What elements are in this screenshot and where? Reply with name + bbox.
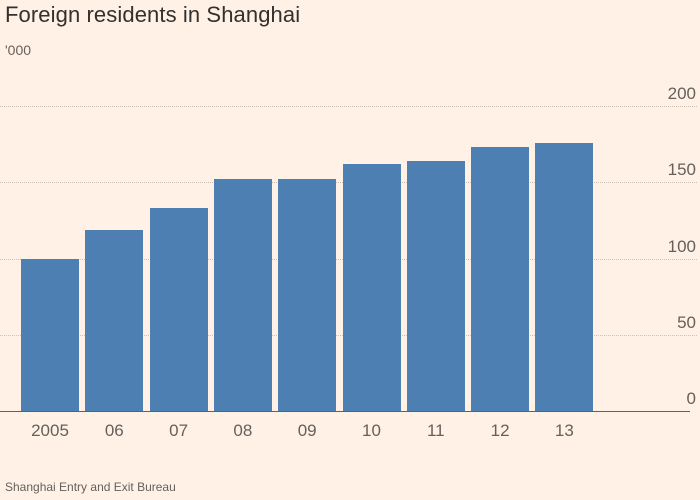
x-tick-label: 06 — [104, 421, 124, 440]
y-tick-label: 200 — [667, 84, 696, 103]
bar-09 — [278, 179, 337, 411]
chart-units-label: '000 — [5, 42, 32, 58]
x-tick-label: 08 — [233, 421, 253, 440]
x-tick-label: 2005 — [31, 421, 69, 440]
bar-11 — [406, 160, 465, 411]
bar-08 — [213, 179, 272, 411]
bar-2005 — [21, 258, 79, 411]
chart-source: Shanghai Entry and Exit Bureau — [5, 480, 176, 494]
x-tick-label: 07 — [169, 421, 189, 440]
bar-12 — [471, 147, 530, 411]
grid-line — [0, 106, 697, 107]
x-tick-label: 13 — [554, 421, 574, 440]
x-tick-label: 11 — [426, 421, 445, 440]
y-tick-label: 50 — [677, 312, 696, 332]
bar-13 — [535, 142, 594, 411]
x-tick-label: 12 — [490, 421, 510, 440]
bar-10 — [342, 163, 401, 411]
x-axis-line — [0, 411, 690, 412]
bar-07 — [149, 208, 208, 411]
y-tick-label: 0 — [686, 389, 696, 408]
x-tick-label: 10 — [362, 421, 381, 440]
x-tick-label: 09 — [297, 421, 317, 440]
y-tick-label: 150 — [667, 160, 696, 180]
chart-title: Foreign residents in Shanghai — [5, 2, 301, 27]
bar-06 — [85, 229, 144, 411]
y-tick-label: 100 — [667, 236, 696, 256]
